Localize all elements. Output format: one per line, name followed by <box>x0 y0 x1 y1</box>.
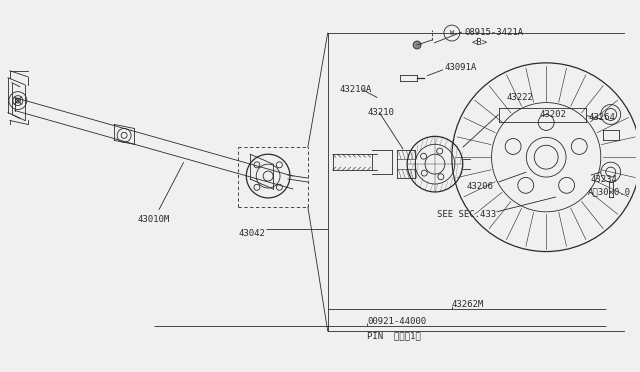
Text: 43264: 43264 <box>589 113 616 122</box>
Text: A（30×0.0: A（30×0.0 <box>588 187 631 196</box>
Text: SEE SEC.433: SEE SEC.433 <box>437 210 496 219</box>
Text: 43210: 43210 <box>367 108 394 117</box>
Text: 43234: 43234 <box>591 174 618 183</box>
Text: 43042: 43042 <box>238 229 265 238</box>
Text: 43202: 43202 <box>540 110 566 119</box>
Text: 08915-3421A: 08915-3421A <box>465 28 524 36</box>
Text: 43222: 43222 <box>506 93 533 102</box>
Text: 43206: 43206 <box>467 183 493 192</box>
Text: 43091A: 43091A <box>445 63 477 72</box>
Text: PIN  ピン（1）: PIN ピン（1） <box>367 331 421 340</box>
Text: 43262M: 43262M <box>452 300 484 309</box>
Text: 43210A: 43210A <box>340 85 372 94</box>
Text: W: W <box>450 30 454 36</box>
Circle shape <box>15 98 20 103</box>
Text: 43010M: 43010M <box>137 215 170 224</box>
Text: <B>: <B> <box>472 38 488 48</box>
Circle shape <box>413 41 421 49</box>
Text: 00921-44000: 00921-44000 <box>367 317 426 326</box>
